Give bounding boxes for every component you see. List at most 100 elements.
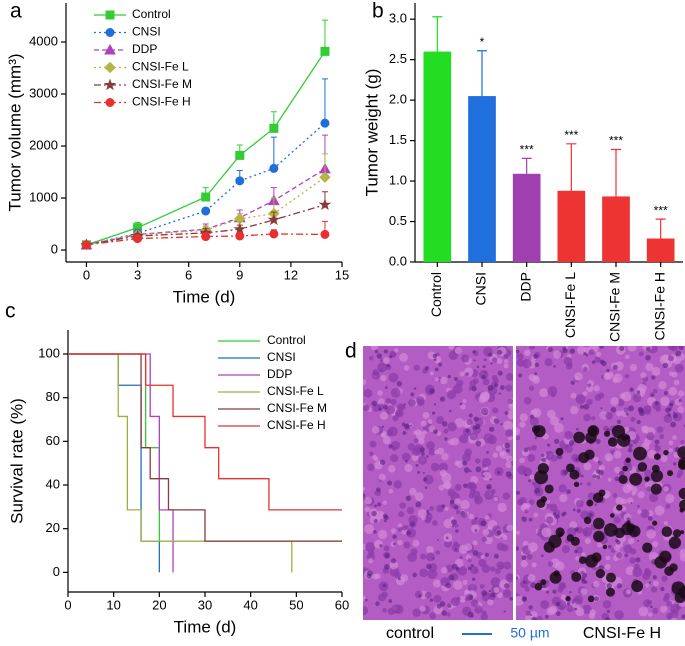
y-tick-label: 1000 bbox=[29, 189, 58, 204]
nucleus bbox=[371, 510, 377, 517]
nucleus bbox=[529, 414, 535, 419]
deposit bbox=[605, 572, 616, 583]
nucleus bbox=[472, 350, 476, 354]
nucleus bbox=[581, 579, 587, 584]
cell bbox=[569, 521, 578, 530]
cell bbox=[650, 586, 658, 593]
cell bbox=[529, 346, 535, 350]
cell bbox=[412, 608, 421, 617]
nucleus bbox=[504, 583, 510, 589]
cell bbox=[474, 605, 483, 614]
nucleus bbox=[448, 574, 455, 581]
cell bbox=[521, 502, 528, 509]
marker bbox=[104, 61, 116, 74]
cell bbox=[442, 480, 452, 490]
cell bbox=[660, 396, 670, 407]
nucleus bbox=[583, 352, 587, 356]
marker bbox=[105, 98, 115, 107]
cell bbox=[662, 595, 669, 602]
nucleus bbox=[599, 359, 605, 365]
nucleus bbox=[402, 431, 407, 435]
cell bbox=[467, 558, 472, 563]
nucleus bbox=[545, 590, 549, 594]
nucleus bbox=[438, 362, 443, 367]
cell bbox=[663, 520, 669, 526]
deposit bbox=[650, 483, 662, 495]
nucleus bbox=[403, 403, 406, 406]
marker bbox=[235, 176, 245, 186]
x-tick-label: CNSI-Fe M bbox=[607, 272, 623, 342]
cell bbox=[407, 443, 416, 451]
cell bbox=[507, 410, 513, 420]
nucleus bbox=[410, 424, 413, 427]
cell bbox=[496, 561, 505, 570]
cell bbox=[613, 450, 622, 459]
nucleus bbox=[427, 513, 430, 516]
cell bbox=[623, 407, 629, 413]
nucleus bbox=[486, 450, 489, 454]
cell bbox=[499, 451, 505, 457]
cell bbox=[447, 422, 457, 432]
cell bbox=[462, 579, 468, 585]
nucleus bbox=[627, 447, 633, 453]
nucleus bbox=[410, 522, 415, 527]
cell bbox=[420, 420, 427, 427]
cell bbox=[394, 348, 399, 353]
cell bbox=[646, 432, 655, 441]
nucleus bbox=[597, 460, 601, 463]
nucleus bbox=[373, 529, 377, 534]
cell bbox=[660, 605, 668, 613]
legend-label: CNSI-Fe M bbox=[267, 401, 327, 415]
nucleus bbox=[459, 402, 463, 406]
nucleus bbox=[470, 563, 474, 568]
cell bbox=[464, 448, 472, 457]
legend-marker bbox=[104, 43, 116, 55]
legend-label: CNSI-Fe L bbox=[132, 60, 189, 74]
nucleus bbox=[672, 413, 678, 419]
nucleus bbox=[616, 419, 621, 424]
cell bbox=[637, 491, 645, 499]
nucleus bbox=[472, 549, 479, 556]
cell bbox=[615, 551, 623, 559]
cell bbox=[677, 406, 685, 414]
cell bbox=[574, 372, 583, 381]
deposit bbox=[565, 596, 571, 602]
nucleus bbox=[488, 352, 493, 358]
cell bbox=[629, 557, 636, 564]
nucleus bbox=[624, 553, 629, 558]
nucleus bbox=[376, 487, 381, 492]
nucleus bbox=[663, 391, 669, 396]
nucleus bbox=[481, 374, 486, 380]
cell bbox=[674, 363, 684, 373]
cell bbox=[492, 452, 499, 458]
error-bar bbox=[655, 218, 666, 239]
cell bbox=[638, 351, 644, 357]
x-tick-label: 3 bbox=[134, 267, 141, 282]
deposit bbox=[653, 453, 661, 460]
nucleus bbox=[650, 605, 653, 609]
nucleus bbox=[540, 554, 544, 558]
deposit bbox=[642, 542, 653, 553]
nucleus bbox=[381, 425, 385, 428]
cell bbox=[435, 550, 441, 555]
cell bbox=[386, 429, 394, 437]
deposit bbox=[584, 449, 595, 460]
nucleus bbox=[473, 359, 476, 362]
deposit bbox=[673, 529, 682, 538]
cell bbox=[487, 434, 497, 445]
cell bbox=[470, 599, 479, 607]
cell bbox=[549, 416, 560, 426]
cell bbox=[588, 612, 596, 619]
nucleus bbox=[419, 447, 425, 453]
cell bbox=[434, 377, 440, 382]
nucleus bbox=[614, 476, 620, 482]
cell bbox=[654, 445, 662, 452]
nucleus bbox=[553, 365, 556, 368]
nucleus bbox=[516, 490, 520, 495]
nucleus bbox=[580, 482, 583, 486]
nucleus bbox=[528, 605, 533, 610]
x-tick-label: 6 bbox=[185, 267, 192, 282]
cell bbox=[613, 544, 621, 552]
nucleus bbox=[463, 483, 468, 488]
